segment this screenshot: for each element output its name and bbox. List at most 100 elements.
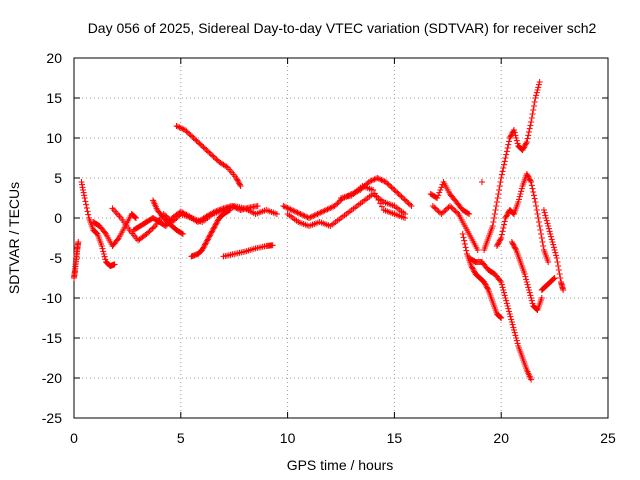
- data-point: [510, 210, 517, 217]
- data-point: [331, 203, 338, 209]
- data-point: [470, 267, 477, 273]
- data-point: [536, 223, 543, 229]
- data-point: [511, 329, 518, 336]
- trace-2: [78, 179, 118, 269]
- data-point: [527, 177, 534, 184]
- data-point: [186, 131, 193, 137]
- data-point: [189, 133, 196, 140]
- data-point: [482, 281, 489, 288]
- data-point: [446, 203, 453, 209]
- data-point: [283, 204, 290, 211]
- data-point: [537, 227, 544, 233]
- data-point: [82, 198, 89, 205]
- data-point: [543, 217, 550, 224]
- data-point: [543, 215, 550, 221]
- data-point: [334, 200, 341, 207]
- data-point: [223, 163, 230, 170]
- data-point: [177, 125, 184, 131]
- data-point: [288, 207, 295, 213]
- data-point: [448, 204, 455, 211]
- data-point: [496, 237, 503, 244]
- data-point: [483, 284, 490, 291]
- data-point: [101, 253, 108, 260]
- data-point: [555, 263, 562, 269]
- data-point: [524, 172, 531, 179]
- data-point: [550, 241, 557, 248]
- data-point: [217, 206, 224, 213]
- data-point: [498, 175, 505, 181]
- data-point: [225, 207, 232, 214]
- data-point: [234, 205, 241, 212]
- data-point: [538, 295, 545, 301]
- data-point: [550, 276, 557, 283]
- data-point: [521, 271, 528, 277]
- data-point: [506, 311, 513, 317]
- data-point: [505, 305, 512, 312]
- data-point: [202, 145, 209, 152]
- data-point: [209, 152, 216, 159]
- data-point: [197, 141, 204, 148]
- data-point: [391, 187, 398, 193]
- data-point: [494, 241, 501, 248]
- data-point: [524, 135, 531, 142]
- data-point: [408, 203, 415, 209]
- data-point: [210, 225, 217, 232]
- data-point: [178, 230, 185, 237]
- data-point: [193, 137, 200, 144]
- data-point: [207, 151, 214, 157]
- data-point: [503, 148, 510, 155]
- data-point: [468, 263, 475, 269]
- data-point: [498, 281, 505, 288]
- data-point: [449, 205, 456, 212]
- data-point: [236, 181, 243, 188]
- data-point: [213, 208, 220, 215]
- data-point: [310, 213, 317, 219]
- data-point: [474, 247, 481, 253]
- data-point: [469, 264, 476, 271]
- data-point: [368, 177, 375, 184]
- data-point: [194, 139, 201, 145]
- data-point: [387, 183, 394, 189]
- data-point: [518, 185, 525, 192]
- data-point: [528, 376, 535, 383]
- data-point: [333, 201, 340, 208]
- trace-15: [459, 231, 505, 321]
- data-point: [81, 195, 88, 201]
- y-tick-label: -10: [42, 290, 62, 306]
- data-point: [233, 205, 240, 211]
- data-point: [405, 200, 412, 207]
- data-point: [214, 219, 221, 225]
- data-point: [498, 171, 505, 178]
- data-point: [437, 187, 444, 193]
- data-point: [380, 177, 387, 184]
- data-point: [80, 187, 87, 193]
- data-point: [434, 207, 441, 213]
- data-point: [219, 205, 226, 212]
- data-point: [176, 124, 183, 131]
- data-point: [510, 241, 517, 248]
- data-point: [84, 208, 91, 215]
- data-point: [556, 271, 563, 277]
- data-point: [317, 209, 324, 216]
- data-point: [538, 231, 545, 237]
- data-point: [545, 223, 552, 229]
- data-point: [196, 140, 203, 147]
- data-point: [511, 244, 518, 251]
- data-point: [179, 125, 186, 132]
- y-axis-label: SDTVAR / TECUs: [6, 182, 22, 294]
- data-point: [526, 289, 533, 296]
- data-point: [529, 185, 536, 192]
- data-point: [502, 155, 509, 161]
- data-point: [206, 149, 213, 156]
- data-point: [111, 261, 118, 268]
- data-point: [498, 315, 505, 321]
- data-point: [506, 138, 513, 145]
- data-point: [501, 158, 508, 165]
- data-point: [535, 84, 542, 91]
- data-point: [532, 199, 539, 205]
- data-point: [526, 176, 533, 183]
- data-point: [337, 197, 344, 204]
- data-point: [435, 208, 442, 215]
- data-point: [530, 103, 537, 109]
- data-point: [318, 209, 325, 215]
